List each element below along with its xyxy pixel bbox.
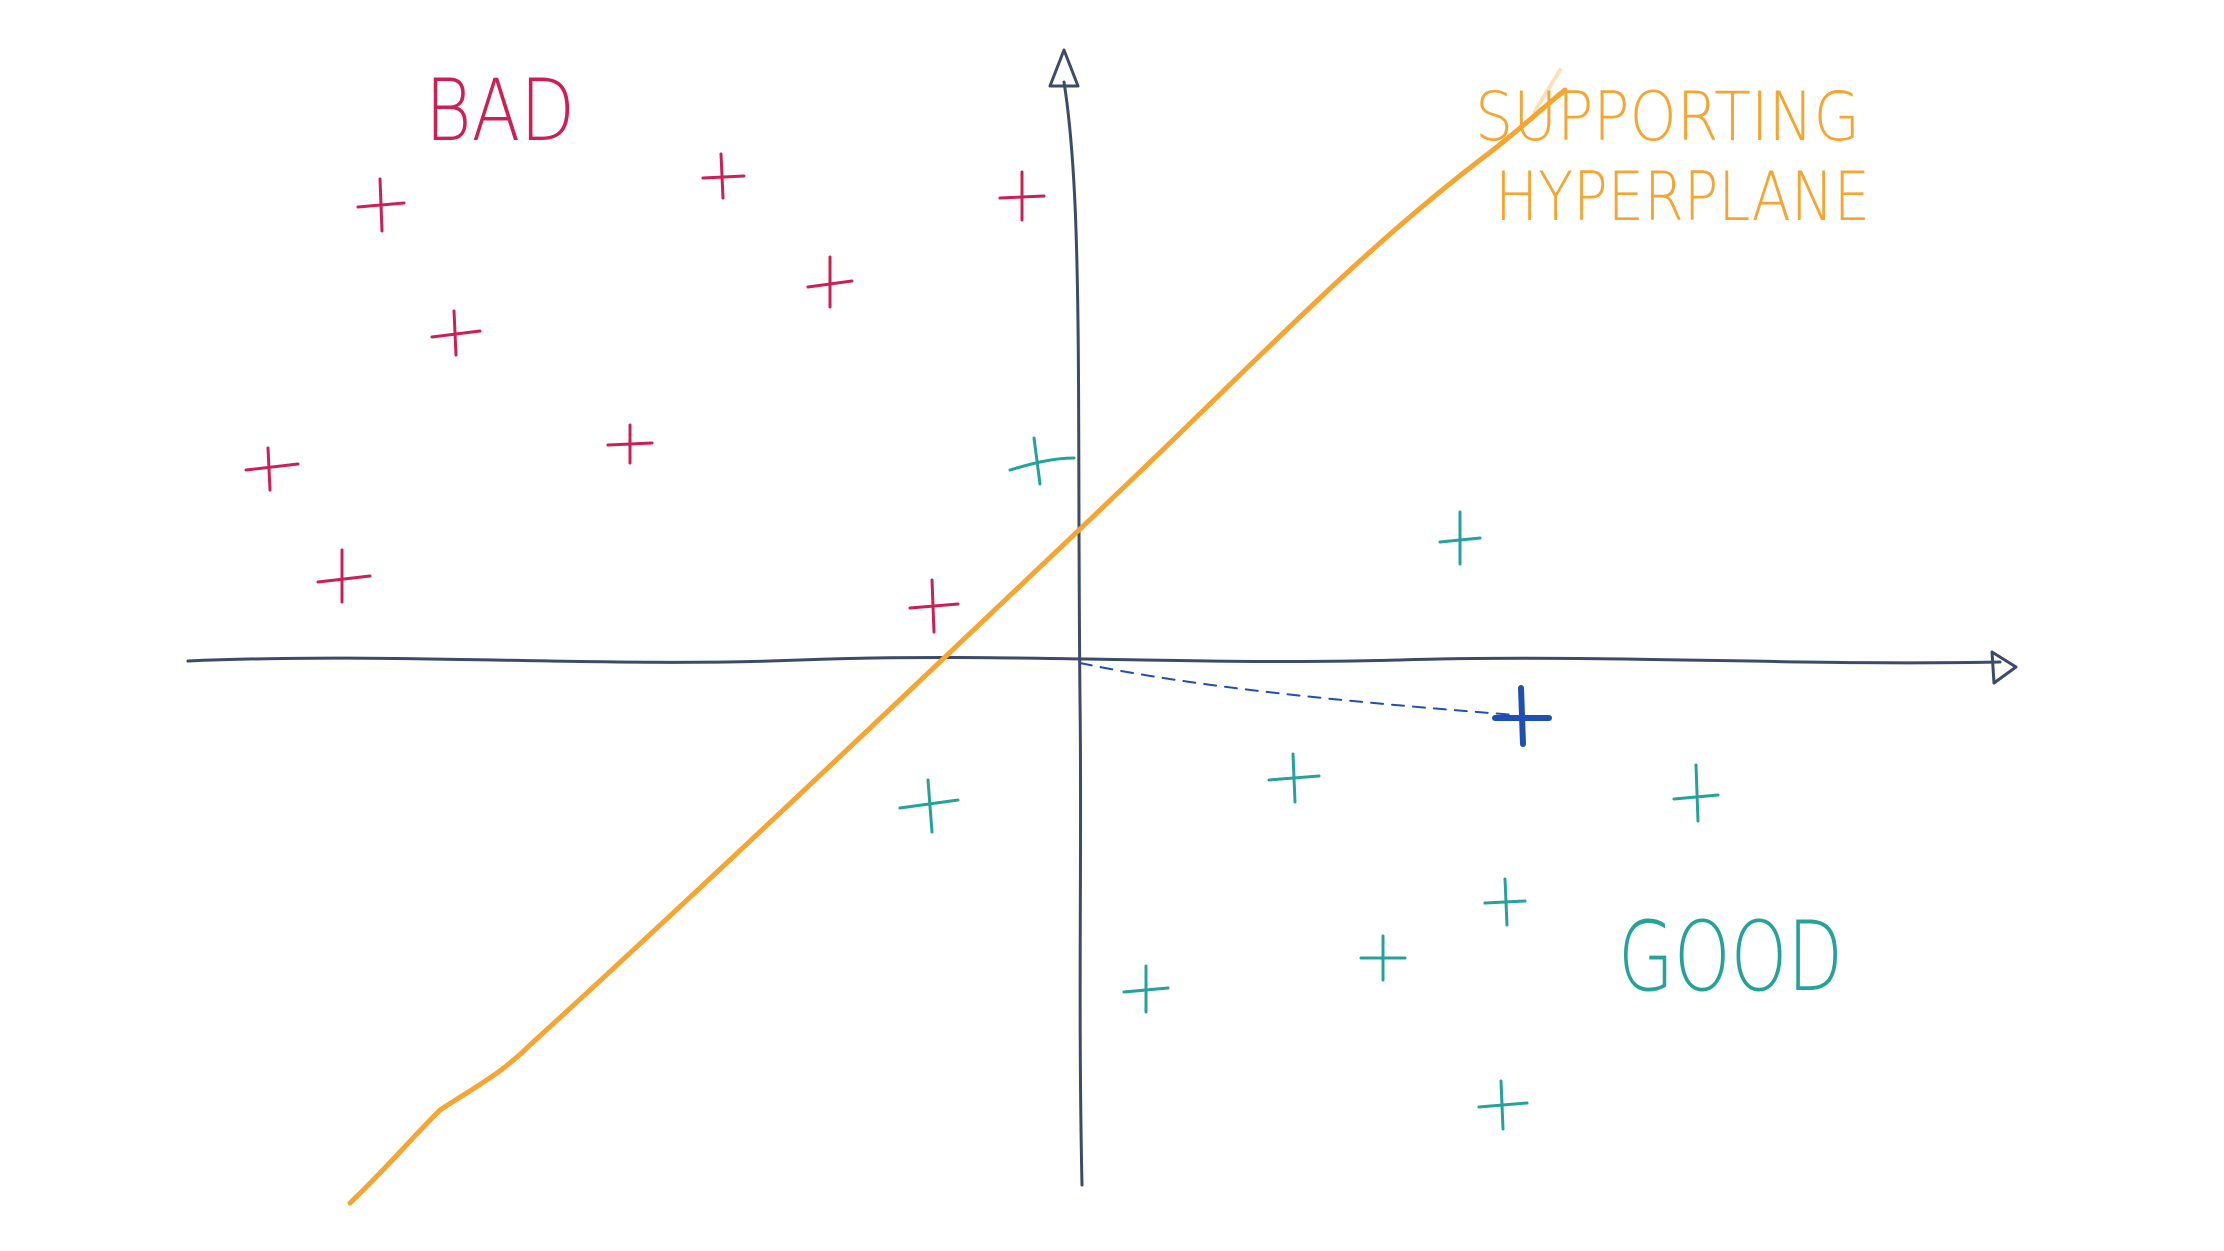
highlighted-point — [1492, 685, 1552, 747]
supporting-hyperplane-line — [347, 87, 1568, 1206]
bad-point — [606, 423, 654, 465]
good-point — [898, 778, 960, 834]
good-points — [898, 436, 1720, 1131]
good-point — [1477, 1079, 1529, 1131]
y-axis-arrowhead — [1048, 48, 1080, 88]
y-axis — [1062, 80, 1084, 1187]
hyperplane-label-line1: SUPPORTING — [1475, 78, 1860, 157]
x-axis — [186, 655, 2002, 665]
bad-point — [356, 177, 406, 233]
good-point — [1483, 877, 1527, 927]
x-axis-arrowhead — [1990, 650, 2018, 685]
supporting-hyperplane-fade — [1532, 68, 1567, 117]
good-label: GOOD — [1618, 901, 1843, 1013]
bad-points — [244, 152, 1046, 634]
bad-point — [244, 446, 300, 492]
bad-point — [430, 309, 482, 357]
bad-point — [316, 548, 372, 604]
hyperplane-label-line2: HYPERPLANE — [1495, 158, 1870, 237]
bad-label: BAD — [425, 61, 575, 161]
axes — [186, 48, 2018, 1187]
good-point — [1267, 752, 1321, 804]
bad-point — [998, 170, 1046, 222]
good-point — [1008, 436, 1076, 486]
good-point — [1438, 510, 1482, 566]
good-point — [1122, 964, 1170, 1014]
bad-point — [701, 152, 746, 200]
good-point — [1672, 763, 1720, 823]
good-point — [1359, 934, 1407, 982]
bad-point — [908, 578, 960, 634]
projection-dashed-line — [1079, 662, 1516, 716]
bad-point — [806, 255, 854, 309]
